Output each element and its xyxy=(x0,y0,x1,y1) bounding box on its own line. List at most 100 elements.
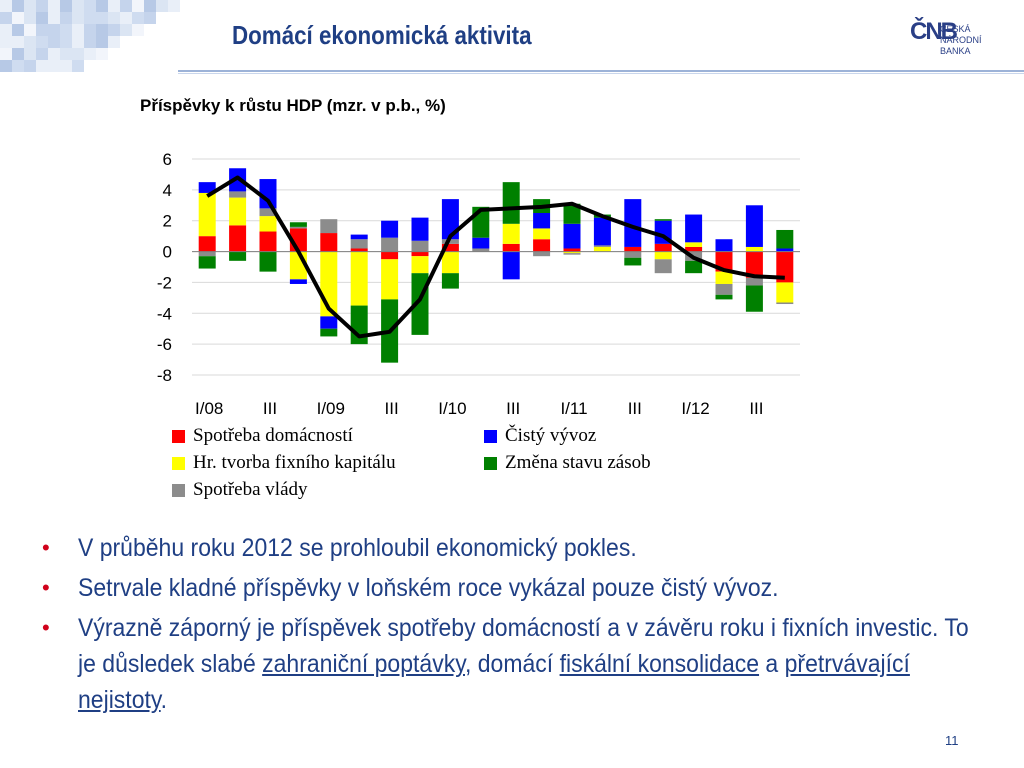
mosaic-tile xyxy=(36,48,48,60)
y-tick-label: 0 xyxy=(163,243,172,262)
mosaic-tile xyxy=(72,24,84,36)
bar-government xyxy=(350,239,368,249)
mosaic-tile xyxy=(36,0,48,12)
y-tick-label: -8 xyxy=(157,366,172,385)
link-foreign-demand[interactable]: zahraniční poptávky xyxy=(262,650,465,678)
mosaic-tile xyxy=(48,0,60,12)
mosaic-tile xyxy=(0,36,12,48)
bar-inventories xyxy=(259,251,277,272)
bar-net_exports xyxy=(320,316,338,329)
x-tick-label: III xyxy=(506,399,520,418)
mosaic-tile xyxy=(144,0,156,12)
y-tick-label: -6 xyxy=(157,335,172,354)
bar-household xyxy=(654,243,672,252)
bar-investment xyxy=(502,223,520,244)
bar-net_exports xyxy=(685,214,703,243)
mosaic-tile xyxy=(72,12,84,24)
gdp-growth-line xyxy=(206,175,785,339)
bar-net_exports xyxy=(472,237,490,249)
mosaic-tile xyxy=(60,36,72,48)
mosaic-tile xyxy=(60,60,72,72)
mosaic-tile xyxy=(48,24,60,36)
bar-inventories xyxy=(745,285,763,312)
legend-item-inventories: Změna stavu zásob xyxy=(484,452,651,474)
mosaic-tile xyxy=(108,0,120,12)
mosaic-tile xyxy=(84,24,96,36)
bullet-3-text-c: a xyxy=(759,650,785,678)
bar-government xyxy=(381,237,399,252)
bar-net_exports xyxy=(289,279,307,284)
mosaic-tile xyxy=(132,12,144,24)
legend-item-net-exports: Čistý vývoz xyxy=(484,425,596,447)
mosaic-tile xyxy=(108,12,120,24)
bar-household xyxy=(563,248,581,252)
bar-net_exports xyxy=(715,239,733,252)
x-tick-label: I/12 xyxy=(681,399,709,418)
bar-net_exports xyxy=(411,217,429,241)
bar-investment xyxy=(685,242,703,247)
legend-label-household: Spotřeba domácností xyxy=(193,425,353,446)
legend-swatch-net-exports xyxy=(484,429,497,443)
bullet-text-3: Výrazně záporný je příspěvek spotřeby do… xyxy=(78,610,974,718)
bar-inventories xyxy=(624,257,642,266)
bar-inventories xyxy=(776,229,794,249)
bar-net_exports xyxy=(624,199,642,247)
legend-item-government: Spotřeba vlády xyxy=(172,479,308,501)
mosaic-tile xyxy=(48,48,60,60)
bar-government xyxy=(563,253,581,255)
bar-inventories xyxy=(685,260,703,274)
bar-government xyxy=(624,251,642,258)
mosaic-tile xyxy=(84,12,96,24)
x-tick-label: III xyxy=(385,399,399,418)
x-tick-label: III xyxy=(749,399,763,418)
gdp-contributions-chart: 6 4 2 0 -2 -4 -6 -8 I/08 III I/09 III I/10 III I/11 III… xyxy=(157,150,800,418)
bar-inventories xyxy=(441,273,459,289)
bullet-item-1: • V průběhu roku 2012 se prohloubil ekon… xyxy=(40,530,980,566)
mosaic-tile xyxy=(96,48,108,60)
bar-household xyxy=(745,251,763,278)
mosaic-tile xyxy=(96,0,108,12)
mosaic-tile xyxy=(24,0,36,12)
mosaic-tile xyxy=(144,12,156,24)
bullet-marker: • xyxy=(42,535,50,560)
legend-label-inventories: Změna stavu zásob xyxy=(505,452,651,473)
link-persistent-uncertainty[interactable]: přetrvávající nejistoty xyxy=(78,650,910,714)
legend-label-government: Spotřeba vlády xyxy=(193,479,308,500)
bar-government xyxy=(654,259,672,274)
mosaic-tile xyxy=(48,12,60,24)
legend-item-household: Spotřeba domácností xyxy=(172,425,353,447)
bar-government xyxy=(472,248,490,252)
bar-government xyxy=(745,277,763,286)
cnb-logo: ČNB ČESKÁ NÁRODNÍ BANKA xyxy=(910,14,1010,62)
bar-inventories xyxy=(198,256,216,269)
cnb-logo-mark: ČNB xyxy=(910,18,958,45)
mosaic-tile xyxy=(60,24,72,36)
bar-household xyxy=(259,231,277,252)
slide-title: Domácí ekonomická aktivita xyxy=(232,20,532,50)
link-fiscal-consolidation[interactable]: fiskální konsolidace xyxy=(559,650,760,678)
bar-net_exports xyxy=(381,220,399,238)
mosaic-tile xyxy=(0,60,12,72)
bar-investment xyxy=(381,259,399,300)
bar-household xyxy=(229,225,247,252)
mosaic-tile xyxy=(36,36,48,48)
mosaic-tile xyxy=(0,0,12,12)
bar-inventories xyxy=(502,182,520,224)
bar-net_exports xyxy=(441,199,459,240)
mosaic-tile xyxy=(72,60,84,72)
mosaic-tile xyxy=(72,48,84,60)
bullet-3-text-a: Výrazně záporný je příspěvek spotřeby do… xyxy=(78,614,969,678)
bar-government xyxy=(198,251,216,257)
legend-label-net-exports: Čistý vývoz xyxy=(505,425,597,446)
mosaic-tile xyxy=(0,12,12,24)
legend-swatch-investment xyxy=(172,456,185,470)
mosaic-tile xyxy=(48,36,60,48)
mosaic-tile xyxy=(24,36,36,48)
cnb-logo-line2: NÁRODNÍ BANKA xyxy=(940,35,982,56)
legend-swatch-household xyxy=(172,429,185,443)
mosaic-tile xyxy=(132,24,144,36)
mosaic-tile xyxy=(12,24,24,36)
legend-swatch-inventories xyxy=(484,456,497,470)
bar-investment xyxy=(350,251,368,306)
bar-household xyxy=(320,233,338,252)
